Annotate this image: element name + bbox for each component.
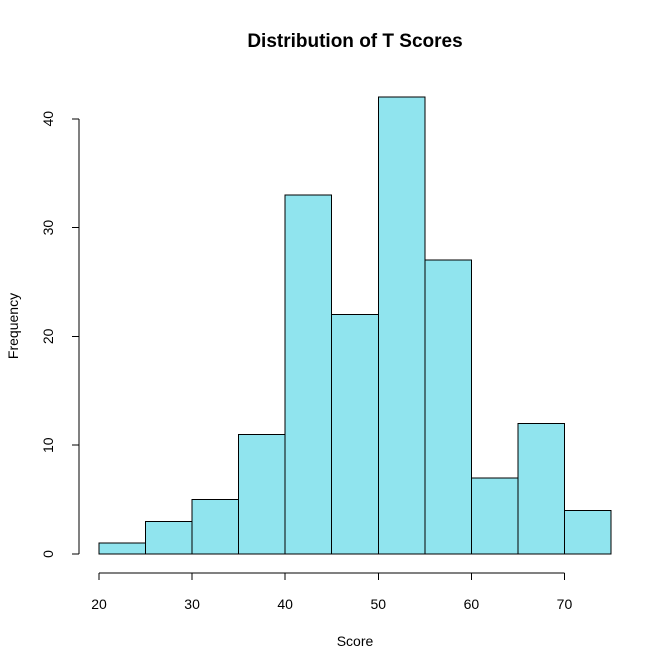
histogram-bar-10 [563, 509, 612, 555]
y-tick-label: 20 [40, 328, 56, 344]
y-tick-label: 40 [40, 111, 56, 127]
y-tick-label: 0 [40, 550, 56, 558]
x-tick-label: 20 [91, 596, 107, 612]
chart-title: Distribution of T Scores [247, 31, 462, 52]
histogram-bar-3 [238, 433, 286, 555]
histogram-bar-1 [145, 520, 193, 555]
bars-group [98, 96, 612, 555]
histogram-bar-4 [284, 194, 333, 555]
histogram-bar-7 [424, 259, 472, 555]
histogram-bar-8 [470, 477, 519, 555]
x-tick-label: 30 [184, 596, 200, 612]
histogram-bar-2 [191, 499, 240, 555]
x-tick-label: 40 [277, 596, 293, 612]
y-axis-label: Frequency [5, 293, 21, 359]
histogram-bar-6 [377, 96, 426, 555]
y-axis: 0 10 20 30 40 [40, 111, 80, 558]
histogram-bar-9 [517, 422, 565, 555]
x-tick-label: 50 [370, 596, 386, 612]
x-tick-label: 60 [464, 596, 480, 612]
y-tick-label: 30 [40, 220, 56, 236]
histogram-bar-5 [331, 314, 379, 555]
x-tick-label: 70 [557, 596, 573, 612]
histogram-bar-0 [98, 542, 147, 555]
x-axis-label: Score [337, 633, 374, 649]
y-tick-label: 10 [40, 437, 56, 453]
x-axis: 20 30 40 50 60 70 [91, 572, 573, 612]
